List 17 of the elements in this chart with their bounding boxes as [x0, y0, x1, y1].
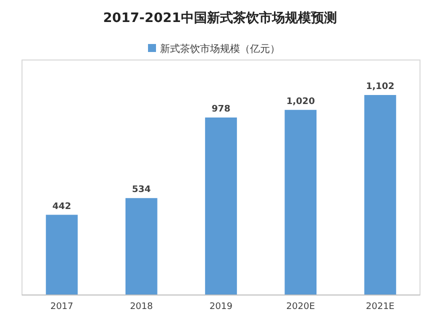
bar: [205, 118, 237, 295]
x-tick-label: 2019: [210, 302, 233, 312]
data-label: 534: [132, 185, 151, 196]
bar: [125, 198, 158, 295]
x-tick-label: 2018: [130, 302, 154, 312]
x-tick-label: 2020E: [286, 302, 316, 312]
chart-title: 2017-2021中国新式茶饮市场规模预测: [103, 10, 337, 26]
data-label: 442: [52, 202, 72, 212]
data-label: 1,102: [366, 82, 394, 92]
x-tick-label: 2017: [50, 302, 74, 312]
data-label: 1,020: [286, 96, 315, 107]
data-label: 978: [212, 104, 230, 115]
bar: [46, 214, 78, 295]
legend-label: 新式茶饮市场规模（亿元）: [160, 43, 280, 55]
bar: [284, 110, 317, 295]
bar: [364, 95, 396, 295]
x-tick-label: 2021E: [366, 302, 395, 312]
